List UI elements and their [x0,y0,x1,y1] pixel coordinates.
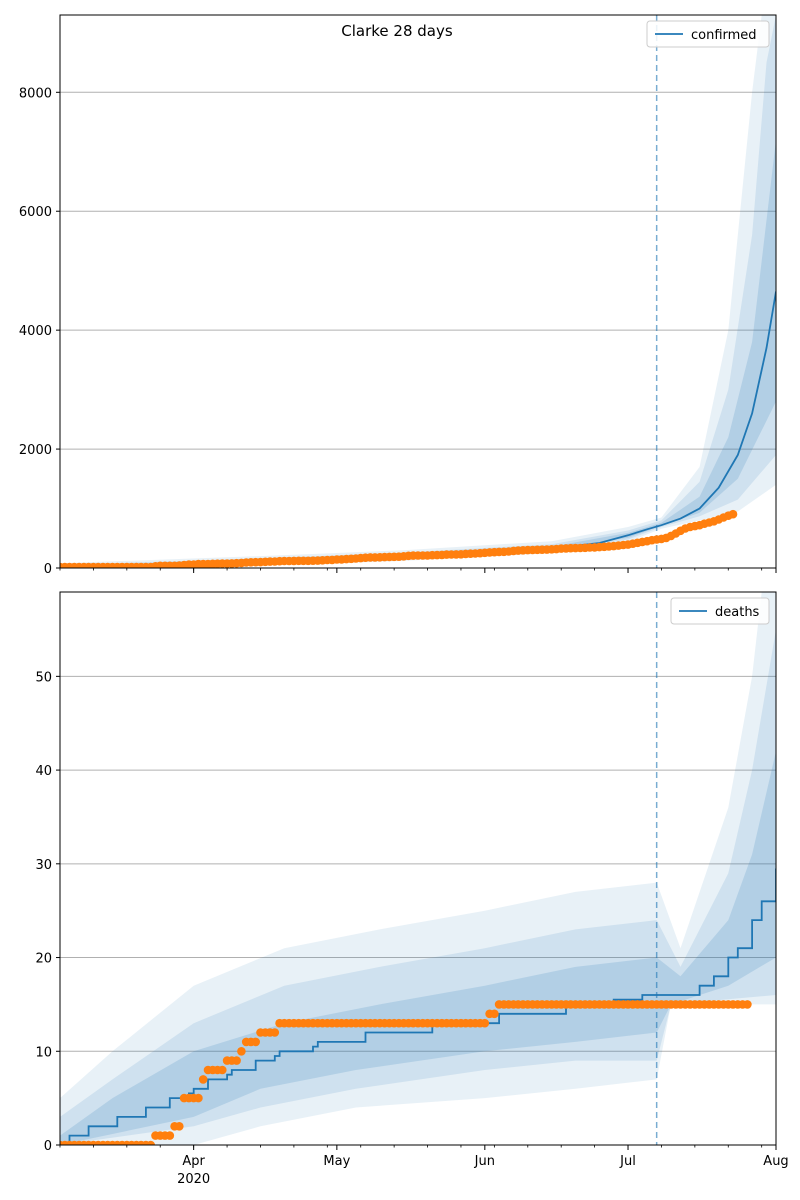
y-tick-label: 50 [35,670,52,685]
legend: deaths [670,597,770,625]
y-tick-label: 6000 [19,205,52,220]
uncertainty-band [60,15,776,568]
uncertainty-band [60,629,776,1145]
observed-point [175,1122,184,1131]
y-tick-label: 10 [35,1045,52,1060]
legend-label: deaths [715,605,760,620]
uncertainty-band [60,15,776,568]
observed-point [146,1140,155,1145]
observed-point [232,1056,241,1065]
observed-point [218,1065,227,1075]
confirmed-panel: 0 2000 4000 6000 8000 confirmed [19,14,777,577]
legend: confirmed [646,20,770,48]
observed-point [194,1093,203,1103]
legend-box [670,597,770,625]
axes-frame [59,591,777,1146]
y-tick-label: 20 [35,952,52,967]
figure-title: Clarke 28 days [341,22,453,40]
observed-point [270,1028,280,1037]
x-tick-label: Jul [619,1154,636,1169]
uncertainty-band [60,751,776,1145]
observed-point [198,1075,208,1084]
y-tick-label: 2000 [19,443,52,458]
observed-point [743,1000,752,1009]
y-tick-label: 0 [44,1139,52,1154]
axes-frame [59,14,777,569]
y-tick-label: 30 [35,858,52,873]
y-tick-label: 40 [35,764,52,779]
observed-point [237,1047,246,1056]
x-tick-label: May [323,1154,350,1169]
forecast-median-line [60,868,776,1145]
observed-point [480,1018,490,1028]
y-tick-label: 4000 [19,324,52,339]
x-tick-sublabel: 2020 [177,1172,210,1187]
x-tick-label: Aug [763,1154,788,1169]
y-tick-label: 8000 [19,86,52,101]
observed-point [490,1009,499,1019]
observed-point [728,509,738,519]
legend-label: confirmed [691,28,757,43]
deaths-panel: 0 10 20 30 40 50 Apr 2020 May Jun Jul Aug deaths [35,591,789,1187]
legend-box [646,20,770,48]
plot-area [60,592,776,1145]
observed-point [251,1037,260,1047]
x-tick-label: Apr [182,1154,205,1169]
plot-area [60,15,776,568]
observed-point [165,1131,175,1140]
y-tick-label: 0 [44,562,52,577]
uncertainty-band [60,139,776,568]
x-tick-label: Jun [474,1154,495,1169]
